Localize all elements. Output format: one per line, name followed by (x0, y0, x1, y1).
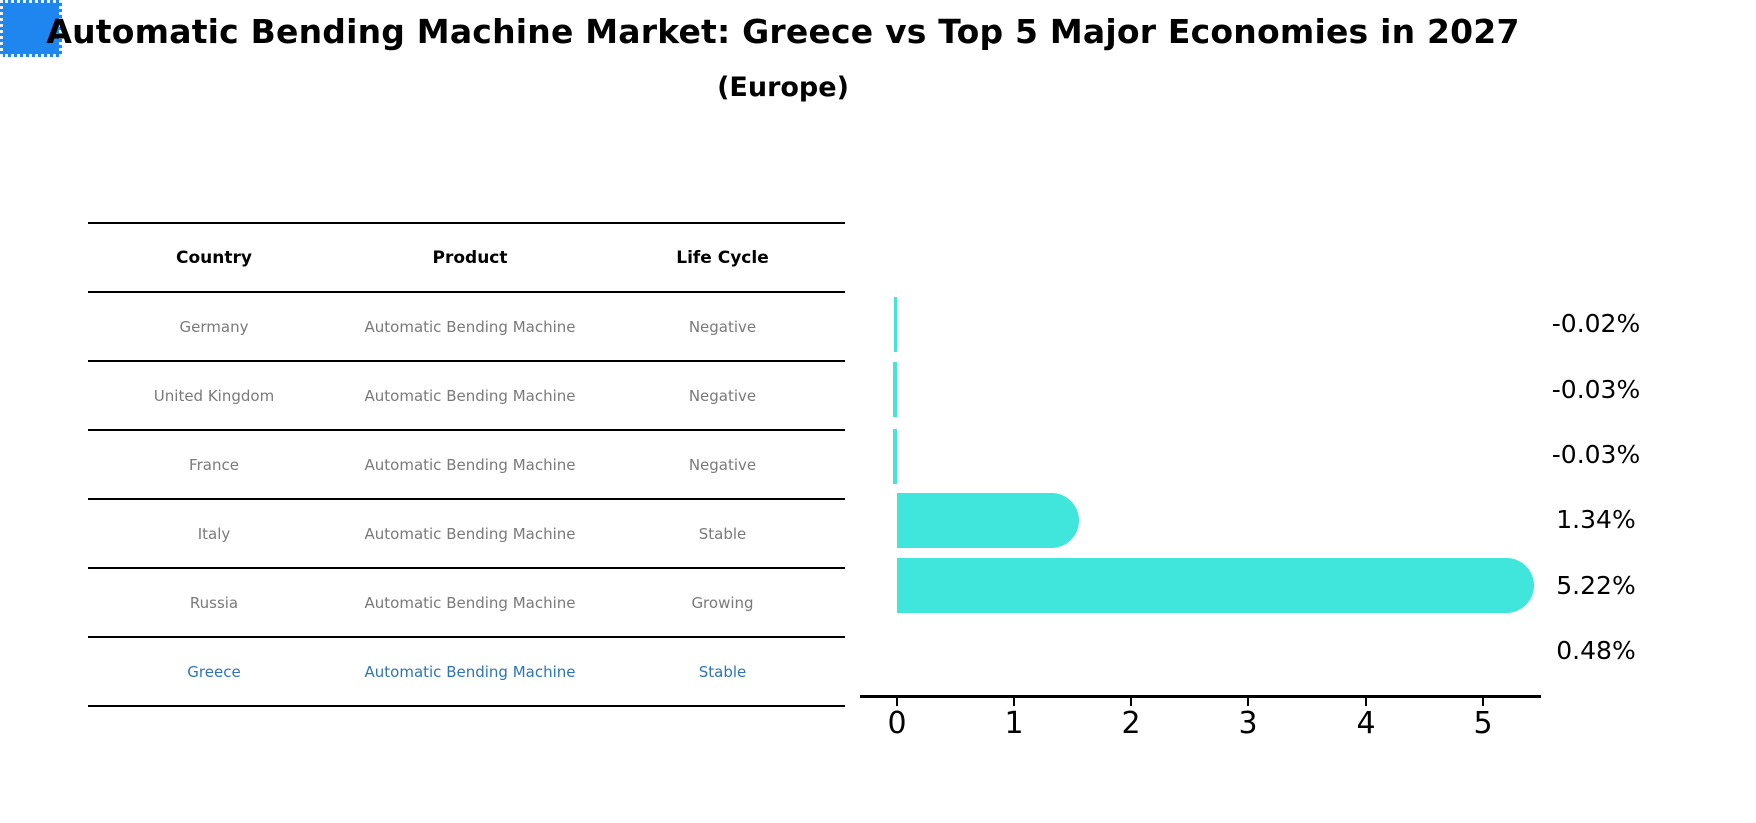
cell-product: Automatic Bending Machine (340, 430, 600, 500)
cell-product: Automatic Bending Machine (340, 292, 600, 362)
cell-life-cycle: Stable (600, 499, 845, 569)
header-life-cycle: Life Cycle (600, 223, 845, 293)
bar-italy (897, 493, 1079, 548)
x-tick-label-3: 3 (1238, 706, 1258, 741)
x-tick-label-4: 4 (1356, 706, 1376, 741)
table-row-italy: Italy Automatic Bending Machine Stable (88, 499, 845, 569)
x-tick-label-0: 0 (887, 706, 907, 741)
x-tick-label-2: 2 (1121, 706, 1141, 741)
cell-country: Greece (88, 637, 340, 707)
x-tick-label-1: 1 (1004, 706, 1024, 741)
cell-product: Automatic Bending Machine (340, 637, 600, 707)
bar-germany (894, 297, 897, 352)
x-tick-label-5: 5 (1473, 706, 1493, 741)
x-axis-tick (1130, 697, 1132, 706)
bar-greece-highlighted (0, 0, 62, 57)
comparison-table: Country Product Life Cycle Germany Autom… (88, 222, 845, 707)
x-axis-tick (1247, 697, 1249, 706)
cell-country: Germany (88, 292, 340, 362)
cell-life-cycle: Stable (600, 637, 845, 707)
cell-life-cycle: Negative (600, 361, 845, 431)
cell-product: Automatic Bending Machine (340, 568, 600, 638)
header-country: Country (88, 223, 340, 293)
x-axis-tick (1482, 697, 1484, 706)
value-label-united-kingdom: -0.03% (1551, 375, 1641, 404)
table-row-russia: Russia Automatic Bending Machine Growing (88, 568, 845, 638)
bar-russia (897, 558, 1534, 613)
cell-product: Automatic Bending Machine (340, 361, 600, 431)
cell-life-cycle: Negative (600, 292, 845, 362)
table-row-germany: Germany Automatic Bending Machine Negati… (88, 292, 845, 362)
table-row-france: France Automatic Bending Machine Negativ… (88, 430, 845, 500)
table-header-row: Country Product Life Cycle (88, 223, 845, 293)
chart-title: Automatic Bending Machine Market: Greece… (46, 12, 1520, 51)
x-axis-tick (1013, 697, 1015, 706)
table-row-greece-highlighted: Greece Automatic Bending Machine Stable (88, 637, 845, 707)
cell-country: Russia (88, 568, 340, 638)
x-axis-tick (1365, 697, 1367, 706)
cell-life-cycle: Growing (600, 568, 845, 638)
value-label-russia: 5.22% (1556, 571, 1636, 600)
value-label-italy: 1.34% (1556, 505, 1636, 534)
x-axis-line (860, 695, 1541, 698)
bar-united-kingdom (893, 362, 897, 417)
cell-life-cycle: Negative (600, 430, 845, 500)
cell-country: France (88, 430, 340, 500)
table-row-united-kingdom: United Kingdom Automatic Bending Machine… (88, 361, 845, 431)
value-label-germany: -0.02% (1551, 309, 1641, 338)
value-label-greece: 0.48% (1556, 636, 1636, 665)
header-product: Product (340, 223, 600, 293)
cell-product: Automatic Bending Machine (340, 499, 600, 569)
cell-country: Italy (88, 499, 340, 569)
bar-france (893, 429, 897, 484)
cell-country: United Kingdom (88, 361, 340, 431)
x-axis-tick (896, 697, 898, 706)
value-label-france: -0.03% (1551, 440, 1641, 469)
chart-subtitle: (Europe) (717, 72, 849, 103)
